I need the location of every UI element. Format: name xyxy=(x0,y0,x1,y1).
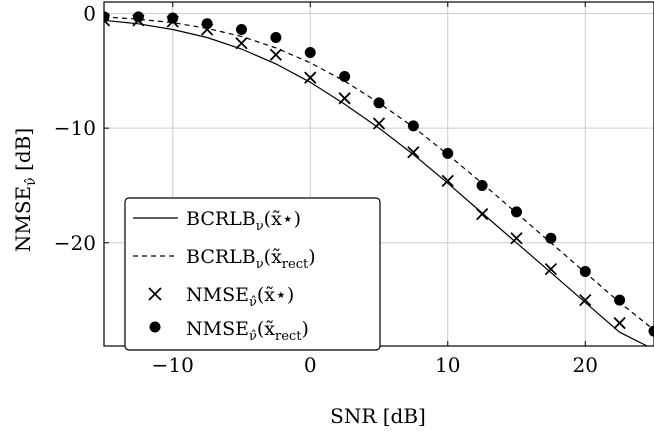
cross-stroke xyxy=(510,232,523,245)
dot-marker xyxy=(339,71,351,83)
cross-marker xyxy=(441,174,454,188)
dot-marker xyxy=(132,11,144,23)
legend-label-0: BCRLBν(x̃⋆) xyxy=(186,208,301,234)
y-tick-label: −20 xyxy=(54,231,96,255)
cross-stroke xyxy=(269,48,283,61)
cross-stroke xyxy=(372,117,386,130)
cross-stroke xyxy=(475,207,489,221)
cross-marker xyxy=(304,71,317,84)
legend: BCRLBν(x̃⋆) BCRLBν(x̃rect) NMSEν̂(x̃⋆) N… xyxy=(124,197,381,351)
cross-marker xyxy=(579,293,592,307)
legend-box xyxy=(124,197,381,351)
dot-marker xyxy=(104,11,110,23)
dot-marker xyxy=(373,97,385,109)
x-tick-label: 10 xyxy=(435,353,460,377)
dot-marker xyxy=(614,294,626,306)
cross-marker xyxy=(372,117,386,130)
cross-marker xyxy=(475,207,489,221)
y-tick-label: −10 xyxy=(54,116,96,140)
cross-marker xyxy=(235,37,248,50)
cross-stroke xyxy=(579,293,592,307)
dot-marker xyxy=(236,24,247,36)
legend-label-2: NMSEν̂(x̃⋆) xyxy=(186,284,294,310)
cross-stroke xyxy=(338,92,351,105)
legend-label-1: BCRLBν(x̃rect) xyxy=(186,246,316,272)
x-tick-label: −10 xyxy=(152,353,194,377)
dot-marker xyxy=(442,147,454,159)
cross-stroke xyxy=(235,37,248,50)
cross-stroke xyxy=(407,146,420,159)
cross-stroke xyxy=(613,316,626,330)
cross-stroke xyxy=(304,71,317,84)
ticks: −10 0 10 20 0 −10 −20 xyxy=(54,1,598,377)
dot-marker xyxy=(304,46,316,58)
cross-stroke xyxy=(104,19,111,27)
x-axis-label: SNR [dB] xyxy=(330,404,426,428)
dot-marker xyxy=(201,18,213,30)
cross-marker xyxy=(407,146,420,159)
y-axis-label: NMSEν̂ [dB] xyxy=(11,128,39,252)
cross-marker xyxy=(544,263,558,276)
cross-stroke xyxy=(441,174,454,188)
cross-marker xyxy=(338,92,351,105)
cross-stroke xyxy=(544,263,558,276)
dot-marker xyxy=(407,120,419,132)
x-tick-label: 0 xyxy=(304,353,317,377)
dot-marker xyxy=(648,325,654,337)
cross-marker xyxy=(510,232,523,245)
series-layer xyxy=(104,11,654,346)
dot-marker xyxy=(476,179,488,191)
dot-marker xyxy=(167,12,179,24)
legend-swatch-cross xyxy=(148,287,162,301)
dot-marker xyxy=(579,265,591,277)
y-tick-label: 0 xyxy=(83,1,96,25)
legend-swatch-dot xyxy=(149,321,161,333)
cross-marker xyxy=(269,48,283,61)
dot-marker xyxy=(511,206,522,218)
series-line-0 xyxy=(104,19,648,346)
cross-marker xyxy=(613,316,626,330)
x-tick-label: 20 xyxy=(573,353,598,377)
dot-marker xyxy=(270,32,282,44)
dot-marker xyxy=(545,232,557,244)
